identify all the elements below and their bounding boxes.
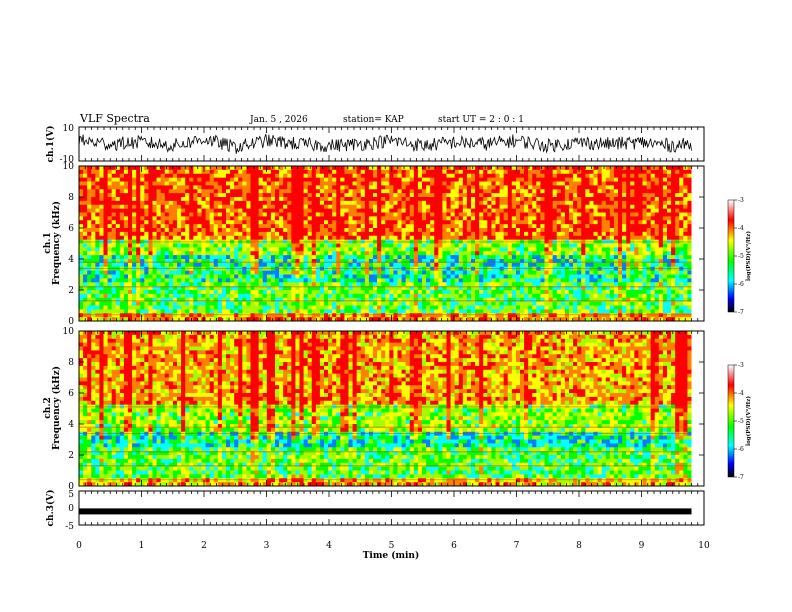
panel-ch2-spectrogram: 0 2 4 6 8 10 ch.2 Frequency (kHz) — [43, 327, 705, 492]
cbt1-tick--6: -6 — [738, 281, 744, 288]
ch2-ytick-8: 8 — [68, 358, 74, 368]
x-tick-label-0: 0 — [76, 541, 82, 551]
x-tick-label-8: 8 — [576, 541, 582, 551]
cbt1-tick--4: -4 — [738, 225, 744, 232]
colorbar-ch1-label: log(PSD)(V²/Hz) — [745, 231, 752, 281]
colorbar-ch1: -3 -4 -5 -6 -7 log(PSD)(V²/Hz) — [727, 197, 752, 316]
ch2-ytick-4: 4 — [68, 420, 74, 430]
x-tick-label-1: 1 — [139, 541, 145, 551]
ch3-ytick-bottom: -5 — [65, 522, 74, 532]
ch3-ytick-middle: 0 — [68, 504, 74, 514]
chart-start-ut: start UT = 2 : 0 : 1 — [438, 115, 524, 125]
ch1-ytick-bottom: -10 — [60, 155, 75, 165]
ch2-spectrogram-heatmap — [79, 331, 704, 487]
ch1-ytick-10: 10 — [63, 162, 75, 172]
x-tick-label-10: 10 — [698, 541, 710, 551]
cbt1-tick--3: -3 — [738, 197, 744, 204]
ch2-ytick-10: 10 — [63, 327, 75, 337]
ch2-ytick-0: 0 — [68, 482, 74, 492]
x-tick-label-6: 6 — [451, 541, 457, 551]
panel-ch3-waveform: 5 -5 ch.3(V) 0 — [45, 490, 705, 532]
x-tick-label-3: 3 — [264, 541, 270, 551]
ch1-ytick-2: 2 — [68, 286, 74, 296]
x-tick-label-2: 2 — [201, 541, 207, 551]
cbt1-tick--5: -5 — [738, 253, 744, 260]
ch1-ytick-top: 10 — [63, 124, 75, 134]
ch1-ytick-8: 8 — [68, 193, 74, 203]
ch1-freq-ylabel-a: ch.1 — [43, 232, 53, 253]
panel-ch1-spectrogram: 0 2 4 6 8 10 ch.1 Frequency (kHz) — [43, 162, 705, 327]
ch1-ytick-6: 6 — [68, 224, 74, 234]
cbt2-tick--6: -6 — [738, 446, 744, 453]
ch3-waveform-line — [79, 508, 692, 515]
x-tick-label-5: 5 — [389, 541, 395, 551]
cbt2-tick--5: -5 — [738, 418, 744, 425]
ch2-freq-ylabel-a: ch.2 — [43, 397, 53, 418]
ch2-ytick-2: 2 — [68, 451, 74, 461]
ch1-ytick-4: 4 — [68, 255, 74, 265]
ch1-ylabel: ch.1(V) — [45, 126, 56, 163]
colorbar-ch2-label: log(PSD)(V²/Hz) — [745, 396, 752, 446]
cbt2-tick--3: -3 — [738, 362, 744, 369]
cbt1-tick--7: -7 — [738, 309, 744, 316]
x-axis-label: Time (min) — [363, 550, 420, 561]
chart-title: VLF Spectra — [79, 112, 150, 125]
x-tick-label-9: 9 — [639, 541, 645, 551]
chart-station: station= KAP — [343, 115, 404, 125]
chart-date: Jan. 5 , 2026 — [249, 115, 308, 125]
cbt2-tick--7: -7 — [738, 474, 744, 481]
ch3-ytick-top: 5 — [68, 490, 74, 500]
ch1-spectrogram-heatmap — [79, 166, 704, 322]
x-tick-label-4: 4 — [326, 541, 332, 551]
x-tick-label-7: 7 — [514, 541, 520, 551]
ch3-ylabel: ch.3(V) — [45, 490, 56, 527]
ch1-waveform-line — [78, 134, 692, 154]
ch1-freq-ylabel-b: Frequency (kHz) — [51, 201, 62, 285]
ch1-ytick-0: 0 — [68, 317, 74, 327]
ch2-freq-ylabel-b: Frequency (kHz) — [51, 366, 62, 450]
ch2-ytick-6: 6 — [68, 389, 74, 399]
panel-ch1-waveform: 10 -10 ch.1(V) — [45, 124, 705, 165]
cbt2-tick--4: -4 — [738, 390, 744, 397]
colorbar-ch2: -3 -4 -5 -6 -7 log(PSD)(V²/Hz) — [727, 362, 752, 481]
